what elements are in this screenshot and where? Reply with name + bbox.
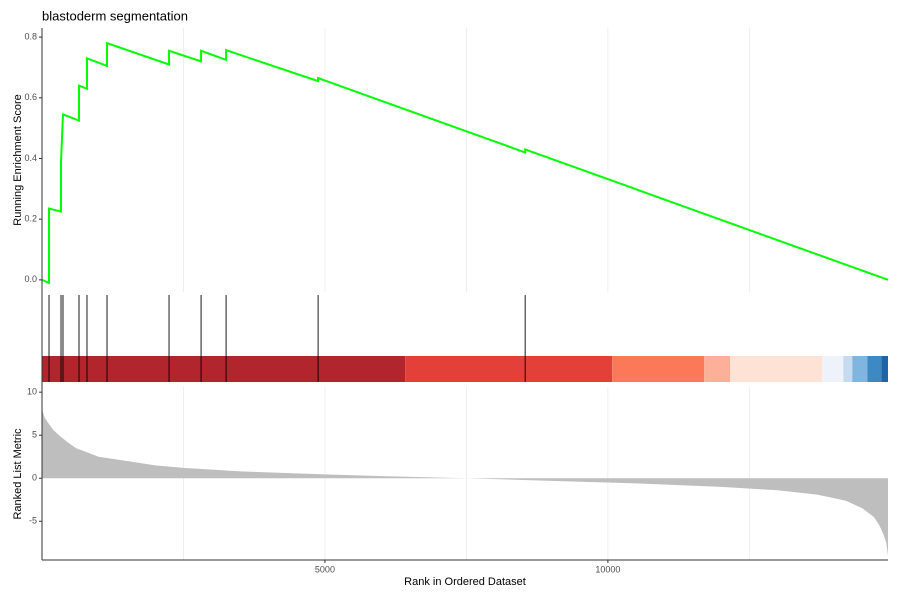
y-axis-title: Ranked List Metric [12,428,24,520]
y-tick-label: -5 [29,516,37,526]
y-axis-title: Running Enrichment Score [12,94,24,225]
y-tick-label: 10 [27,387,37,397]
x-axis-title: Rank in Ordered Dataset [404,576,526,588]
rank-band [822,356,844,382]
x-tick-label: 10000 [595,564,620,574]
y-tick-label: 5 [32,430,37,440]
y-tick-label: 0 [32,473,37,483]
rank-band [867,356,882,382]
chart-title: blastoderm segmentation [42,8,188,23]
y-tick-label: 0.8 [24,31,37,41]
rank-band [612,356,705,382]
y-tick-label: 0.6 [24,92,37,102]
rank-band [881,356,888,382]
rank-band [42,356,406,382]
y-tick-label: 0.0 [24,274,37,284]
rank-band [852,356,868,382]
rank-band [704,356,731,382]
y-tick-label: 0.4 [24,153,37,163]
rank-band [730,356,823,382]
rank-band [405,356,613,382]
y-tick-label: 0.2 [24,214,37,224]
metric-area [42,409,888,556]
x-tick-label: 5000 [315,564,335,574]
es-line [41,41,889,285]
rank-band [843,356,853,382]
